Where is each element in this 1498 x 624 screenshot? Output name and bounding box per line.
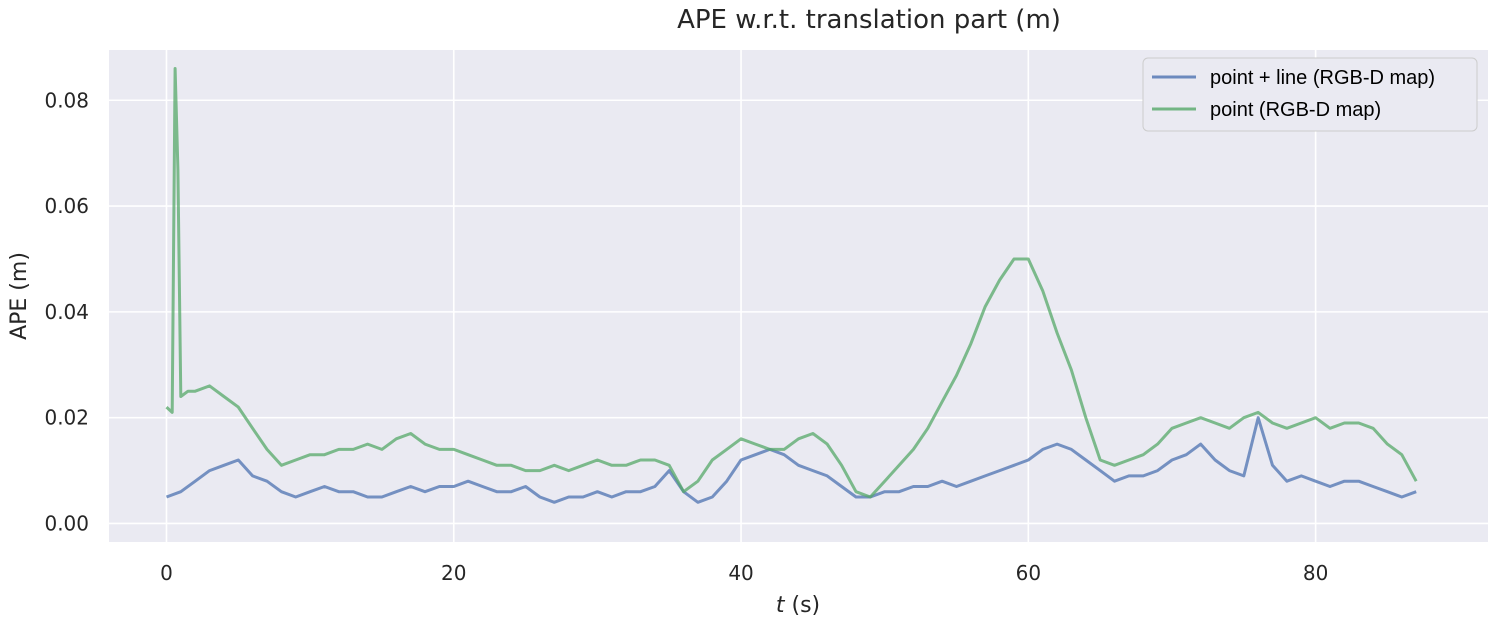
x-axis-label: t (s)	[776, 593, 820, 618]
plot-background	[109, 50, 1488, 542]
y-tick-label: 0.08	[44, 88, 89, 112]
x-tick-label: 0	[160, 561, 173, 585]
legend-label-point: point (RGB-D map)	[1210, 99, 1381, 121]
x-axis-label-unit: (s)	[785, 593, 821, 618]
series-lines	[165, 67, 1418, 504]
x-tick-label: 60	[1016, 561, 1041, 585]
y-tick-label: 0.00	[44, 511, 89, 535]
x-axis-label-variable: t	[776, 593, 786, 618]
x-tick-label: 40	[728, 561, 753, 585]
x-tick-label: 20	[441, 561, 466, 585]
chart-title: APE w.r.t. translation part (m)	[677, 5, 1061, 35]
legend: point + line (RGB-D map) point (RGB-D ma…	[1142, 57, 1478, 132]
legend-label-point-line: point + line (RGB-D map)	[1210, 67, 1435, 89]
y-tick-label: 0.02	[44, 406, 89, 430]
y-tick-label: 0.06	[44, 194, 89, 218]
x-tick-labels: 0 20 40 60 80	[160, 561, 1328, 585]
y-tick-labels: 0.00 0.02 0.04 0.06 0.08	[44, 88, 89, 535]
x-tick-label: 80	[1303, 561, 1328, 585]
legend-box	[1142, 57, 1478, 132]
series-point-line	[165, 416, 1417, 504]
series-point	[165, 67, 1418, 499]
y-tick-label: 0.04	[44, 300, 89, 324]
y-axis-label: APE (m)	[7, 252, 32, 340]
